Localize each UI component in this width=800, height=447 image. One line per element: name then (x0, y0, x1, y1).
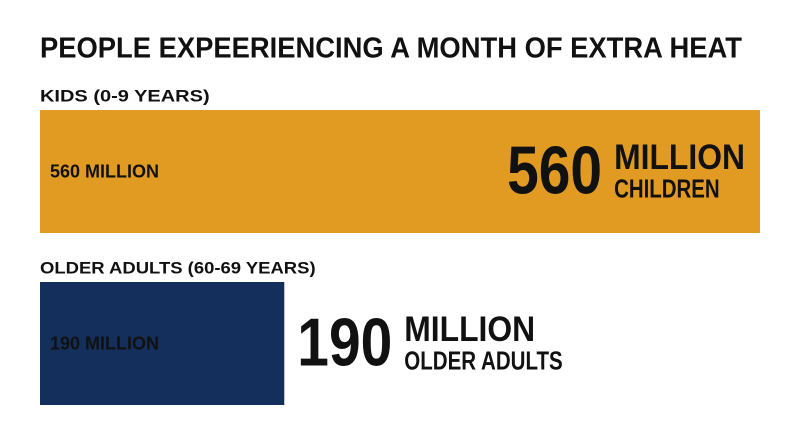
category-label: KIDS (0-9 YEARS) (40, 86, 210, 105)
callout-unit: MILLION (404, 310, 535, 349)
callout-number: 560 (507, 132, 602, 208)
chart-title: PEOPLE EXPEERIENCING A MONTH OF EXTRA HE… (40, 33, 742, 65)
value-label: 190 MILLION (50, 333, 159, 353)
callout-noun: OLDER ADULTS (404, 345, 562, 375)
callout-unit: MILLION (614, 138, 745, 177)
callout-number: 190 (297, 304, 392, 380)
callout-noun: CHILDREN (614, 173, 720, 203)
value-label: 560 MILLION (50, 161, 159, 181)
category-label: OLDER ADULTS (60-69 YEARS) (40, 258, 316, 277)
bar (40, 282, 285, 405)
bar (40, 110, 760, 233)
